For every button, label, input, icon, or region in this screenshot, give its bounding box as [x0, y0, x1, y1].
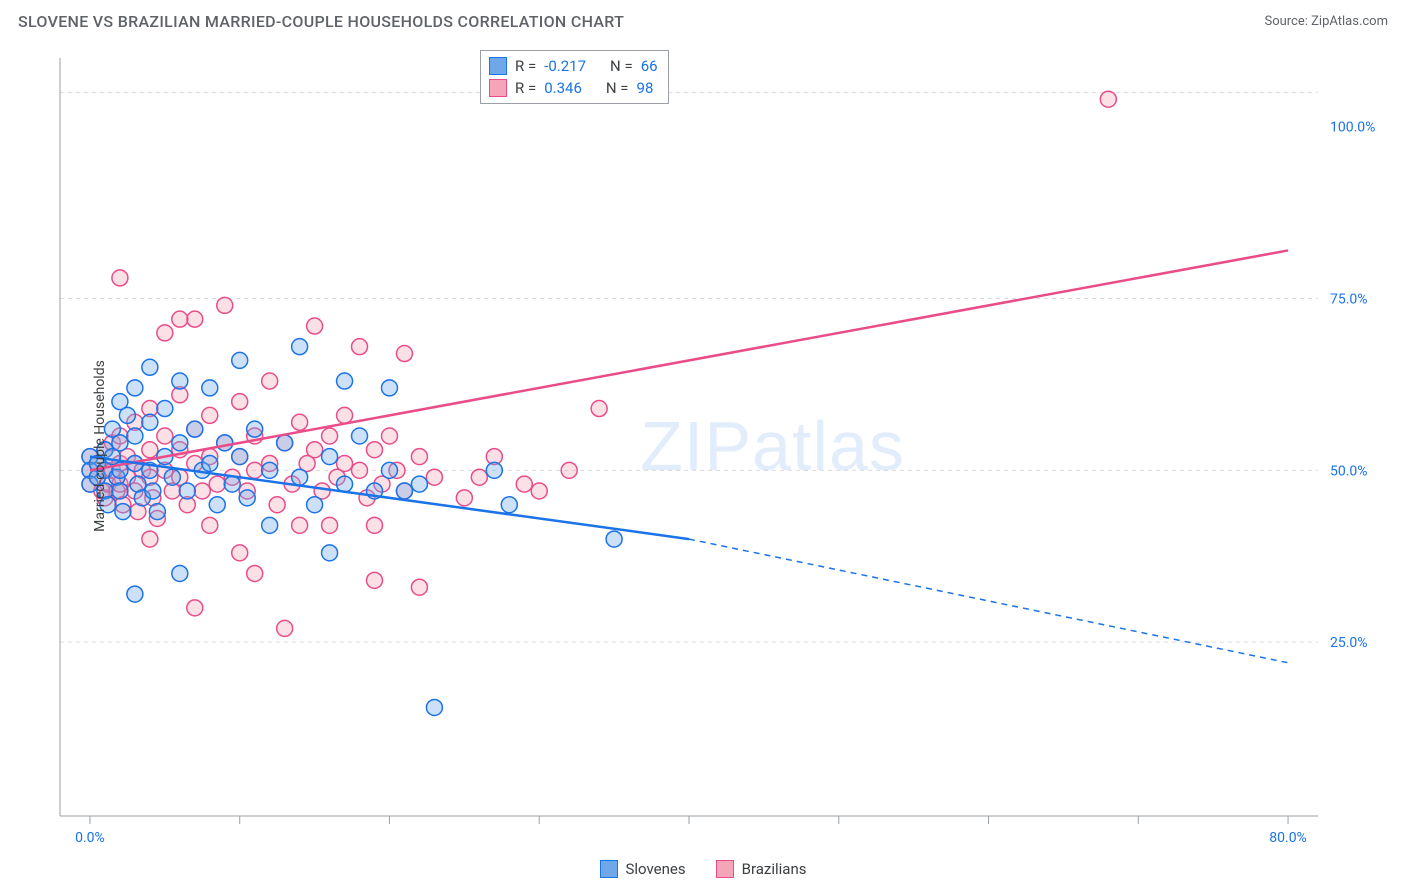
- scatter-plot: 25.0% 50.0% 75.0% 100.0% 0.0% 80.0%: [50, 48, 1388, 844]
- r-value-slovenes: -0.217: [544, 55, 586, 77]
- swatch-brazilians: [716, 860, 734, 878]
- svg-text:50.0%: 50.0%: [1330, 463, 1368, 479]
- svg-text:100.0%: 100.0%: [1330, 120, 1375, 136]
- series-legend: Slovenes Brazilians: [0, 860, 1406, 878]
- legend-label-slovenes: Slovenes: [626, 860, 686, 878]
- y-axis-label: Married-couple Households: [92, 360, 108, 532]
- n-label: N =: [610, 55, 633, 77]
- swatch-brazilians: [489, 79, 507, 97]
- legend-row-brazilians: R = 0.346 N = 98: [489, 77, 658, 99]
- svg-text:25.0%: 25.0%: [1330, 635, 1368, 651]
- svg-text:0.0%: 0.0%: [75, 830, 105, 844]
- r-label: R =: [515, 55, 536, 77]
- n-value-slovenes: 66: [641, 55, 658, 77]
- legend-item-slovenes: Slovenes: [600, 860, 686, 878]
- r-value-brazilians: 0.346: [544, 77, 582, 99]
- svg-text:75.0%: 75.0%: [1330, 292, 1368, 308]
- correlation-legend: R = -0.217 N = 66 R = 0.346 N = 98: [480, 50, 669, 104]
- chart-area: Married-couple Households ZIPatlas 25.0%…: [50, 48, 1388, 844]
- legend-item-brazilians: Brazilians: [716, 860, 807, 878]
- svg-text:80.0%: 80.0%: [1269, 830, 1307, 844]
- n-label: N =: [606, 77, 629, 99]
- r-label: R =: [515, 77, 536, 99]
- n-value-brazilians: 98: [637, 77, 654, 99]
- chart-title: SLOVENE VS BRAZILIAN MARRIED-COUPLE HOUS…: [18, 12, 624, 31]
- swatch-slovenes: [600, 860, 618, 878]
- chart-source: Source: ZipAtlas.com: [1264, 14, 1388, 29]
- legend-row-slovenes: R = -0.217 N = 66: [489, 55, 658, 77]
- swatch-slovenes: [489, 57, 507, 75]
- legend-label-brazilians: Brazilians: [742, 860, 807, 878]
